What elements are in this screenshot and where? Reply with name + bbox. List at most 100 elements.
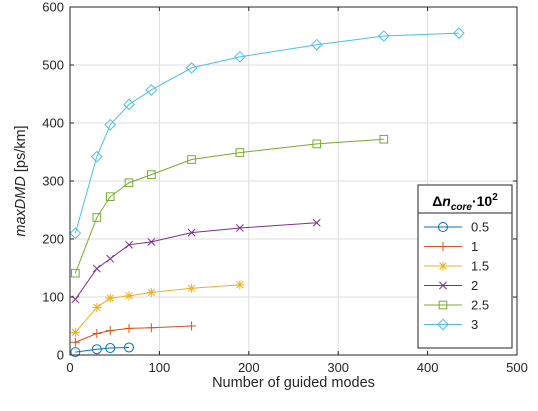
y-tick-label: 200 bbox=[42, 232, 64, 247]
data-point bbox=[187, 228, 196, 237]
legend-entry-2: 1 bbox=[424, 239, 478, 254]
x-tick-label: 0 bbox=[66, 360, 73, 375]
legend-marker bbox=[438, 261, 448, 271]
y-tick-label: 100 bbox=[42, 290, 64, 305]
legend-entry-5: 2.5 bbox=[424, 298, 489, 313]
legend-title: Δncore·102 bbox=[432, 192, 498, 213]
series-2 bbox=[70, 321, 197, 347]
data-point bbox=[124, 178, 134, 188]
data-point bbox=[70, 337, 80, 347]
data-point bbox=[105, 192, 115, 201]
data-point bbox=[233, 50, 246, 63]
data-point bbox=[379, 134, 389, 144]
legend-marker bbox=[437, 318, 449, 331]
series-line bbox=[74, 32, 459, 234]
legend-label: 1 bbox=[471, 239, 478, 254]
data-point bbox=[377, 30, 390, 42]
legend-label: 1.5 bbox=[471, 259, 489, 274]
data-point bbox=[310, 38, 323, 51]
ticks: 0 100 200 300 400 500 0 100 200 300 400 500 600 bbox=[42, 0, 528, 375]
data-point bbox=[235, 148, 245, 157]
data-point bbox=[145, 84, 158, 96]
x-tick-label: 500 bbox=[506, 360, 528, 375]
data-point bbox=[312, 139, 322, 149]
data-point bbox=[91, 344, 102, 355]
data-point bbox=[70, 347, 81, 358]
data-point bbox=[90, 150, 103, 163]
data-point bbox=[235, 224, 244, 232]
series-line bbox=[75, 346, 130, 353]
legend-entries: 0.5 1 1.5 2 2.5 3 bbox=[424, 220, 489, 332]
data-point bbox=[125, 240, 133, 249]
data-point bbox=[187, 283, 197, 293]
series-line bbox=[74, 138, 384, 274]
series-4 bbox=[71, 218, 321, 304]
y-tick-label: 300 bbox=[42, 174, 64, 189]
legend-title-multiplier: ·10 bbox=[472, 193, 492, 209]
legend-label: 2.5 bbox=[471, 298, 489, 313]
data-point bbox=[146, 287, 156, 297]
data-point bbox=[124, 323, 134, 333]
series-3 bbox=[70, 280, 245, 337]
y-axis-label-main: maxDMD bbox=[13, 176, 29, 236]
legend-label: 0.5 bbox=[471, 220, 489, 235]
legend-title-superscript: 2 bbox=[492, 192, 498, 203]
series-5 bbox=[71, 134, 389, 278]
data-point bbox=[185, 62, 198, 74]
x-tick-label: 400 bbox=[417, 360, 439, 375]
data-point bbox=[70, 327, 80, 337]
y-tick-label: 0 bbox=[57, 348, 64, 363]
series-line bbox=[75, 325, 192, 343]
legend-title-subscript: core bbox=[451, 202, 473, 213]
y-tick-label: 600 bbox=[42, 0, 64, 15]
data-point bbox=[92, 264, 101, 273]
data-point bbox=[92, 213, 102, 222]
data-point bbox=[105, 343, 116, 354]
data-point bbox=[92, 329, 102, 339]
legend-title-delta: Δ bbox=[432, 193, 442, 209]
data-point bbox=[453, 27, 465, 39]
legend-label: 2 bbox=[471, 278, 478, 293]
legend-label: 3 bbox=[471, 317, 478, 332]
data-point bbox=[105, 326, 115, 336]
data-point bbox=[106, 254, 115, 263]
y-tick-label: 400 bbox=[42, 116, 64, 131]
data-point bbox=[71, 268, 80, 278]
data-point bbox=[104, 118, 117, 131]
data-point bbox=[187, 155, 196, 164]
legend-entry-3: 1.5 bbox=[424, 259, 489, 274]
data-point bbox=[312, 218, 321, 227]
x-tick-label: 100 bbox=[149, 360, 171, 375]
data-point bbox=[147, 170, 156, 179]
data-point bbox=[69, 227, 82, 240]
legend-title-n: n bbox=[442, 193, 451, 209]
legend-marker bbox=[438, 222, 448, 232]
data-point bbox=[105, 293, 115, 303]
x-axis-label: Number of guided modes bbox=[212, 375, 375, 391]
data-point bbox=[124, 291, 134, 301]
series-1 bbox=[70, 342, 135, 358]
data-point bbox=[124, 342, 135, 353]
x-tick-label: 200 bbox=[238, 360, 260, 375]
data-point bbox=[235, 280, 245, 290]
legend-marker bbox=[439, 281, 447, 290]
legend-marker bbox=[438, 300, 448, 310]
legend-marker bbox=[438, 242, 448, 251]
data-point bbox=[147, 237, 156, 246]
y-axis-label: maxDMD [ps/km] bbox=[13, 125, 29, 236]
data-point bbox=[146, 323, 156, 333]
legend-entry-1: 0.5 bbox=[424, 220, 489, 235]
legend-entry-4: 2 bbox=[424, 278, 478, 293]
series-layer bbox=[69, 27, 465, 358]
y-tick-label: 500 bbox=[42, 58, 64, 73]
legend-entry-6: 3 bbox=[424, 317, 478, 332]
series-6 bbox=[69, 27, 465, 240]
data-point bbox=[187, 321, 197, 331]
data-point bbox=[123, 98, 135, 111]
y-axis-label-unit: [ps/km] bbox=[13, 125, 29, 176]
data-point bbox=[92, 302, 102, 312]
legend: Δncore·102 0.511.522.53 bbox=[417, 184, 513, 349]
x-tick-label: 300 bbox=[327, 360, 349, 375]
series-line bbox=[74, 284, 240, 333]
